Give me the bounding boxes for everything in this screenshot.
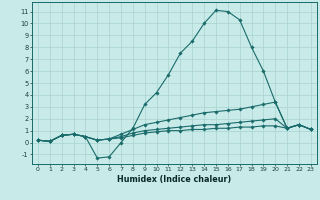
X-axis label: Humidex (Indice chaleur): Humidex (Indice chaleur) [117, 175, 232, 184]
